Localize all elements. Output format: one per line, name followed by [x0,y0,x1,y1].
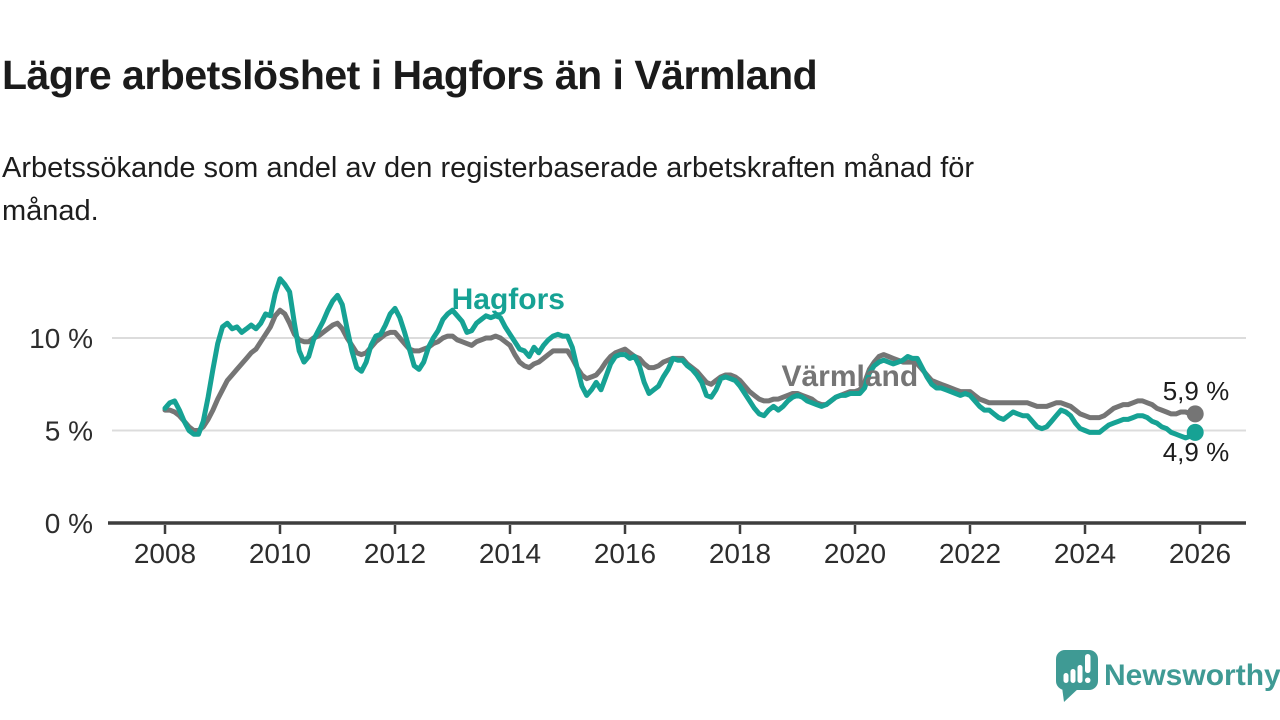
chart-subtitle: Arbetssökande som andel av den registerb… [2,147,1232,233]
hagfors-end-value-label: 4,9 % [1163,437,1230,467]
värmland-end-value-label: 5,9 % [1163,376,1230,406]
newsworthy-logo: Newsworthy [1052,647,1280,705]
x-tick-label-2020: 2020 [824,538,886,569]
y-tick-label-0pct: 0 % [45,508,93,539]
chart-title: Lägre arbetslöshet i Hagfors än i Värmla… [2,52,818,99]
hagfors-line [162,276,1198,441]
x-tick-label-2012: 2012 [364,538,426,569]
y-tick-label-10pct: 10 % [29,323,93,354]
logo-bar-short [1063,673,1069,683]
x-tick-label-2026: 2026 [1169,538,1231,569]
chart-subtitle-line-2: månad. [2,195,99,227]
x-tick-label-2024: 2024 [1054,538,1116,569]
hagfors-series-label: Hagfors [452,283,565,316]
värmland-series-label: Värmland [781,360,918,393]
hagfors-end-dot [1186,423,1204,441]
logo-bar-mid [1070,669,1076,683]
x-tick-label-2008: 2008 [134,538,196,569]
logo-exclamation-bar [1085,654,1091,673]
newsworthy-logo-icon [1056,650,1098,702]
x-tick-label-2018: 2018 [709,538,771,569]
värmland-end-dot [1186,405,1204,423]
newsworthy-logo-text: Newsworthy [1104,659,1280,692]
x-tick-label-2014: 2014 [479,538,541,569]
logo-exclamation-dot [1085,677,1091,683]
x-tick-label-2022: 2022 [939,538,1001,569]
x-tick-label-2010: 2010 [249,538,311,569]
x-tick-label-2016: 2016 [594,538,656,569]
y-tick-label-5pct: 5 % [45,416,93,447]
logo-bar-tall [1077,665,1083,683]
chart-subtitle-line-1: Arbetssökande som andel av den registerb… [2,152,975,184]
